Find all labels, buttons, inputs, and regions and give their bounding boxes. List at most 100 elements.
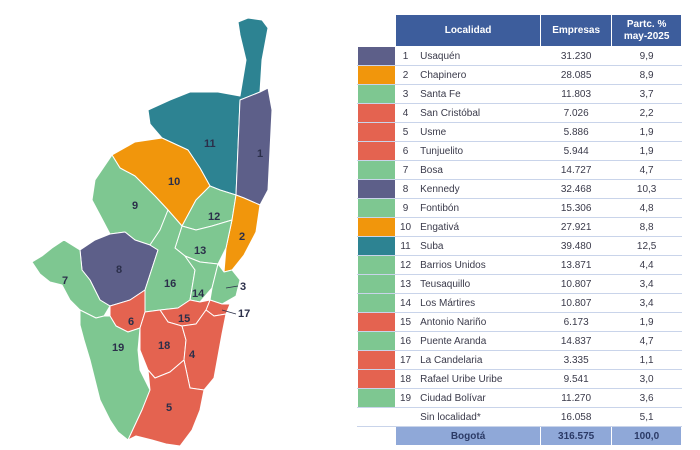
total-row: Bogotá 316.575 100,0 [357, 426, 683, 446]
total-label: Bogotá [394, 426, 542, 446]
row-empresas: 11.270 [540, 388, 613, 408]
table-row: 17 La Candelaria 3.335 1,1 [357, 350, 683, 370]
row-index: 18 [394, 369, 417, 389]
row-pct: 1,9 [611, 122, 683, 142]
row-index: 8 [394, 179, 417, 199]
localidades-table: Localidad Empresas Partc. % may-2025 1 Usa… [357, 14, 683, 446]
table-row: 6 Tunjuelito 5.944 1,9 [357, 141, 683, 161]
row-swatch [357, 236, 396, 256]
row-name: Santa Fe [415, 84, 542, 104]
row-name: Usme [415, 122, 542, 142]
row-name: Kennedy [415, 179, 542, 199]
row-index: 14 [394, 293, 417, 313]
row-pct: 2,2 [611, 103, 683, 123]
row-empresas: 10.807 [540, 274, 613, 294]
map-label-1: 1 [257, 148, 263, 160]
row-index: 1 [394, 46, 417, 66]
row-swatch [357, 141, 396, 161]
row-pct: 3,4 [611, 274, 683, 294]
map-label-11: 11 [204, 138, 216, 150]
bogota-localidades-map: 1 2 3 4 5 6 7 8 9 10 11 12 13 14 15 16 1… [31, 17, 273, 447]
row-pct: 4,7 [611, 160, 683, 180]
row-empresas: 13.871 [540, 255, 613, 275]
map-zone-usme[interactable] [127, 359, 205, 447]
map-zone-santa-fe[interactable] [209, 263, 241, 305]
row-swatch [357, 65, 396, 85]
table-row: 10 Engativá 27.921 8,8 [357, 217, 683, 237]
row-empresas: 14.727 [540, 160, 613, 180]
table-body: 1 Usaquén 31.230 9,9 2 Chapinero 28.085 8,9 3 San… [357, 46, 683, 427]
row-empresas: 32.468 [540, 179, 613, 199]
row-index: 7 [394, 160, 417, 180]
row-pct: 5,1 [611, 407, 683, 427]
row-index: 15 [394, 312, 417, 332]
header-empresas: Empresas [540, 14, 613, 47]
table-row: 8 Kennedy 32.468 10,3 [357, 179, 683, 199]
row-swatch [357, 46, 396, 66]
row-index: 17 [394, 350, 417, 370]
table-row: 3 Santa Fe 11.803 3,7 [357, 84, 683, 104]
map-label-8: 8 [116, 264, 122, 276]
row-index: 13 [394, 274, 417, 294]
row-name: Tunjuelito [415, 141, 542, 161]
row-empresas: 5.886 [540, 122, 613, 142]
row-name: Chapinero [415, 65, 542, 85]
map-zone-los-martires[interactable] [184, 255, 219, 303]
map-label-13: 13 [194, 245, 206, 257]
row-pct: 10,3 [611, 179, 683, 199]
row-index [394, 407, 417, 427]
table-row: 9 Fontibón 15.306 4,8 [357, 198, 683, 218]
map-label-14: 14 [192, 288, 205, 300]
row-index: 11 [394, 236, 417, 256]
row-swatch [357, 255, 396, 275]
total-empresas: 316.575 [540, 426, 613, 446]
row-pct: 3,4 [611, 293, 683, 313]
table-row: 18 Rafael Uribe Uribe 9.541 3,0 [357, 369, 683, 389]
row-name: San Cristóbal [415, 103, 542, 123]
map-label-6: 6 [128, 316, 134, 328]
total-pct: 100,0 [611, 426, 683, 446]
row-name: Teusaquillo [415, 274, 542, 294]
row-empresas: 3.335 [540, 350, 613, 370]
row-pct: 4,4 [611, 255, 683, 275]
row-empresas: 11.803 [540, 84, 613, 104]
row-index: 9 [394, 198, 417, 218]
map-label-5: 5 [166, 402, 172, 414]
row-empresas: 7.026 [540, 103, 613, 123]
map-label-7: 7 [62, 275, 68, 287]
row-pct: 4,7 [611, 331, 683, 351]
row-name: Antonio Nariño [415, 312, 542, 332]
map-zone-usaquen[interactable] [235, 87, 273, 206]
row-name: Suba [415, 236, 542, 256]
row-name: Ciudad Bolívar [415, 388, 542, 408]
header-blank [357, 14, 396, 47]
row-swatch [357, 331, 396, 351]
map-label-17: 17 [238, 308, 250, 320]
row-empresas: 10.807 [540, 293, 613, 313]
row-name: Sin localidad* [415, 407, 542, 427]
row-name: Engativá [415, 217, 542, 237]
row-name: Puente Aranda [415, 331, 542, 351]
map-label-18: 18 [158, 340, 170, 352]
table-row: 15 Antonio Nariño 6.173 1,9 [357, 312, 683, 332]
row-pct: 3,6 [611, 388, 683, 408]
row-pct: 1,9 [611, 141, 683, 161]
row-swatch [357, 293, 396, 313]
row-empresas: 5.944 [540, 141, 613, 161]
row-empresas: 16.058 [540, 407, 613, 427]
table-row: 14 Los Mártires 10.807 3,4 [357, 293, 683, 313]
table-row: 4 San Cristóbal 7.026 2,2 [357, 103, 683, 123]
table-row: 11 Suba 39.480 12,5 [357, 236, 683, 256]
header-period: may-2025 [623, 30, 670, 42]
row-empresas: 14.837 [540, 331, 613, 351]
row-name: Fontibón [415, 198, 542, 218]
row-pct: 3,7 [611, 84, 683, 104]
row-empresas: 27.921 [540, 217, 613, 237]
row-swatch [357, 122, 396, 142]
row-pct: 8,8 [611, 217, 683, 237]
row-name: Rafael Uribe Uribe [415, 369, 542, 389]
row-index: 4 [394, 103, 417, 123]
row-swatch [357, 217, 396, 237]
map-label-2: 2 [239, 231, 245, 243]
row-pct: 9,9 [611, 46, 683, 66]
